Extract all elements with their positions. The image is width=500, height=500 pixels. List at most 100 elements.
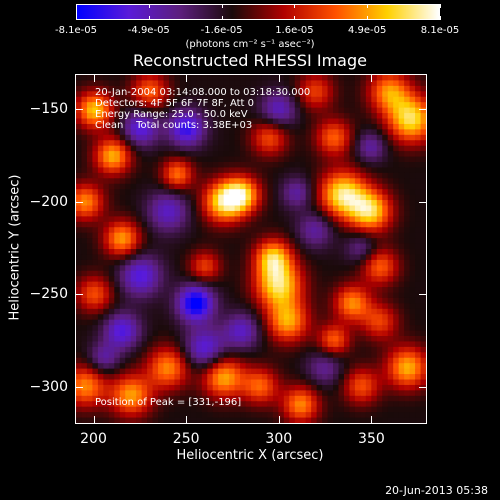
heatmap-cell bbox=[207, 227, 214, 234]
heatmap-cell bbox=[136, 325, 143, 332]
heatmap-cell bbox=[289, 325, 296, 332]
heatmap-cell bbox=[338, 140, 345, 147]
heatmap-cell bbox=[76, 270, 83, 277]
heatmap-cell bbox=[267, 379, 274, 386]
heatmap-cell bbox=[218, 80, 225, 87]
heatmap-cell bbox=[371, 254, 378, 261]
heatmap-cell bbox=[240, 406, 247, 413]
heatmap-cell bbox=[108, 123, 115, 130]
heatmap-cell bbox=[387, 406, 394, 413]
heatmap-cell bbox=[245, 107, 252, 114]
heatmap-cell bbox=[185, 172, 192, 179]
heatmap-cell bbox=[294, 96, 301, 103]
heatmap-cell bbox=[147, 200, 154, 207]
heatmap-cell bbox=[218, 417, 225, 423]
heatmap-cell bbox=[190, 319, 197, 326]
heatmap-cell bbox=[141, 308, 148, 315]
heatmap-cell bbox=[409, 227, 416, 234]
heatmap-cell bbox=[147, 113, 154, 120]
heatmap-cell bbox=[152, 336, 159, 343]
heatmap-cell bbox=[97, 401, 104, 408]
heatmap-cell bbox=[152, 140, 159, 147]
heatmap-cell bbox=[267, 314, 274, 321]
heatmap-cell bbox=[316, 85, 323, 92]
heatmap-cell bbox=[409, 162, 416, 169]
heatmap-cell bbox=[223, 156, 230, 163]
heatmap-cell bbox=[338, 265, 345, 272]
heatmap-cell bbox=[283, 314, 290, 321]
heatmap-cell bbox=[311, 281, 318, 288]
heatmap-cell bbox=[272, 167, 279, 174]
heatmap-cell bbox=[158, 162, 165, 169]
heatmap-cell bbox=[338, 336, 345, 343]
heatmap-cell bbox=[360, 292, 367, 299]
heatmap-cell bbox=[393, 259, 400, 266]
heatmap-cell bbox=[343, 303, 351, 310]
heatmap-cell bbox=[256, 194, 263, 201]
heatmap-cell bbox=[371, 140, 378, 147]
heatmap-cell bbox=[158, 178, 165, 185]
heatmap-cell bbox=[300, 232, 307, 239]
heatmap-cell bbox=[333, 145, 340, 152]
heatmap-cell bbox=[130, 216, 137, 223]
heatmap-cell bbox=[76, 205, 83, 212]
heatmap-cell bbox=[382, 162, 389, 169]
heatmap-cell bbox=[338, 395, 345, 402]
heatmap-cell bbox=[97, 107, 104, 114]
heatmap-cell bbox=[398, 346, 405, 353]
heatmap-cell bbox=[196, 249, 203, 256]
heatmap-cell bbox=[223, 287, 230, 294]
heatmap-cell bbox=[141, 91, 148, 98]
heatmap-cell bbox=[185, 254, 192, 261]
heatmap-cell bbox=[152, 390, 159, 397]
heatmap-cell bbox=[125, 412, 132, 419]
heatmap-cell bbox=[125, 189, 132, 196]
heatmap-cell bbox=[398, 96, 405, 103]
heatmap-cell bbox=[229, 75, 236, 82]
heatmap-cell bbox=[343, 346, 351, 353]
heatmap-cell bbox=[404, 325, 411, 332]
heatmap-cell bbox=[114, 341, 121, 348]
heatmap-cell bbox=[349, 276, 356, 283]
heatmap-cell bbox=[179, 406, 186, 413]
heatmap-cell bbox=[382, 303, 389, 310]
heatmap-cell bbox=[97, 281, 104, 288]
heatmap-cell bbox=[125, 249, 132, 256]
heatmap-cell bbox=[223, 412, 230, 419]
heatmap-cell bbox=[152, 118, 159, 125]
heatmap-cell bbox=[163, 379, 170, 386]
heatmap-cell bbox=[174, 80, 181, 87]
heatmap-cell bbox=[333, 270, 340, 277]
heatmap-cell bbox=[81, 205, 88, 212]
heatmap-cell bbox=[201, 249, 208, 256]
heatmap-cell bbox=[119, 227, 126, 234]
heatmap-cell bbox=[141, 412, 148, 419]
heatmap-cell bbox=[108, 85, 115, 92]
heatmap-cell bbox=[393, 297, 400, 304]
heatmap-cell bbox=[316, 259, 323, 266]
heatmap-cell bbox=[365, 200, 372, 207]
heatmap-cell bbox=[393, 374, 400, 381]
heatmap-cell bbox=[207, 406, 214, 413]
heatmap-cell bbox=[300, 368, 307, 375]
heatmap-cell bbox=[251, 417, 258, 423]
heatmap-cell bbox=[300, 107, 307, 114]
heatmap-cell bbox=[371, 265, 378, 272]
heatmap-cell bbox=[190, 417, 197, 423]
heatmap-cell bbox=[300, 80, 307, 87]
heatmap-cell bbox=[103, 227, 110, 234]
heatmap-cell bbox=[136, 118, 143, 125]
heatmap-cell bbox=[147, 297, 154, 304]
heatmap-cell bbox=[316, 292, 323, 299]
heatmap-cell bbox=[229, 194, 236, 201]
heatmap-cell bbox=[81, 384, 88, 391]
heatmap-cell bbox=[343, 134, 351, 141]
heatmap-cell bbox=[272, 308, 279, 315]
heatmap-cell bbox=[114, 232, 121, 239]
heatmap-cell bbox=[147, 151, 154, 158]
heatmap-cell bbox=[229, 113, 236, 120]
heatmap-cell bbox=[141, 395, 148, 402]
heatmap-cell bbox=[420, 123, 426, 130]
heatmap-cell bbox=[327, 227, 334, 234]
heatmap-cell bbox=[92, 102, 99, 109]
